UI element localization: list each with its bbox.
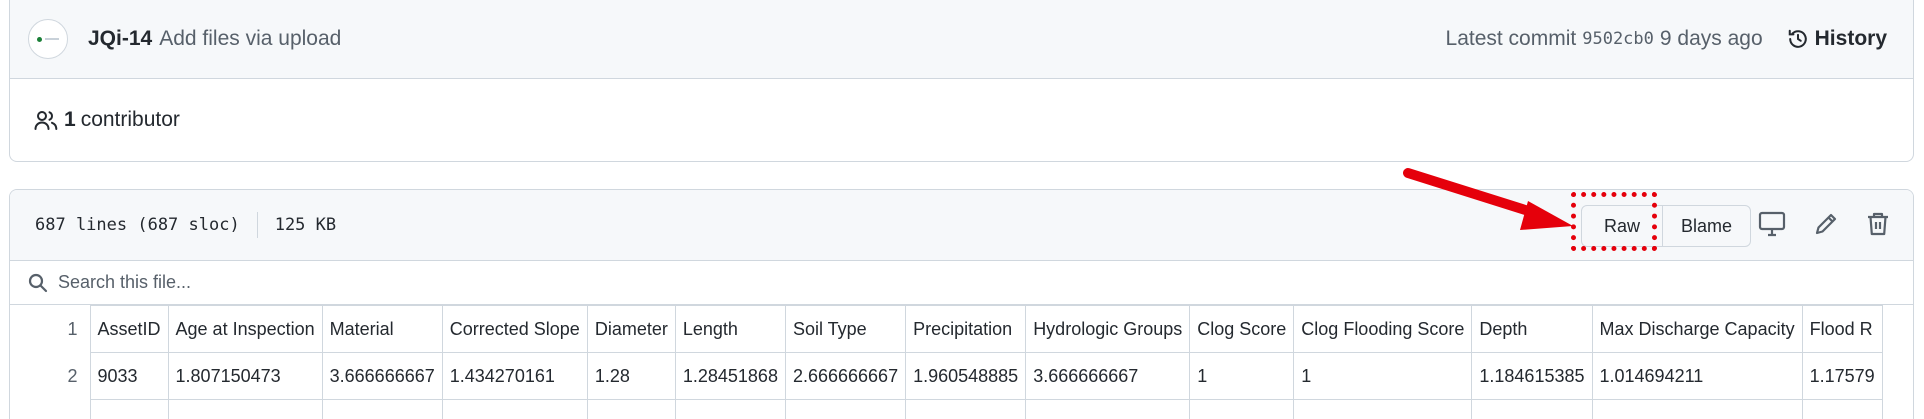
table-cell-empty — [1293, 399, 1473, 419]
commit-time: 9 days ago — [1659, 27, 1763, 50]
table-cell: 1.807150473 — [167, 352, 323, 400]
header-cell: Clog Score — [1189, 305, 1295, 353]
header-cell: Corrected Slope — [441, 305, 588, 353]
history-link[interactable]: History — [1787, 27, 1887, 51]
info-divider — [256, 212, 258, 238]
contributors-row: 1 contributor — [10, 79, 1913, 161]
commit-box: JQi-14 Add files via upload Latest commi… — [9, 0, 1914, 162]
search-input[interactable]: Search this file... — [58, 272, 192, 292]
line-number[interactable]: 2 — [67, 365, 78, 386]
table-cell: 3.666666667 — [321, 352, 443, 400]
header-cell: Precipitation — [905, 305, 1027, 353]
file-header: 687 lines (687 sloc) 125 KB Raw Blame — [10, 190, 1913, 261]
table-cell-empty — [1801, 399, 1883, 419]
trash-icon — [1868, 212, 1888, 236]
commit-author-link[interactable]: JQi-14 — [88, 27, 153, 50]
edit-button[interactable] — [1813, 211, 1839, 242]
header-cell: Diameter — [586, 305, 676, 353]
header-cell: Flood R — [1801, 305, 1883, 353]
file-search[interactable]: Search this file... — [10, 261, 1913, 305]
header-cell: Depth — [1471, 305, 1593, 353]
table-cell-empty — [586, 399, 676, 419]
desktop-icon — [1758, 211, 1786, 237]
table-cell: 1 — [1189, 352, 1295, 400]
table-cell-empty — [1025, 399, 1191, 419]
line-number-empty — [10, 400, 90, 419]
header-cell: Material — [321, 305, 443, 353]
header-cell: Clog Flooding Score — [1293, 305, 1473, 353]
contributor-label[interactable]: contributor — [80, 108, 180, 131]
table-cell: 1.28 — [586, 352, 676, 400]
table-cell: 1 — [1293, 352, 1473, 400]
avatar-line — [45, 38, 59, 40]
table-cell: 3.666666667 — [1025, 352, 1191, 400]
table-cell: 2.666666667 — [784, 352, 907, 400]
raw-blame-group: Raw Blame — [1581, 205, 1751, 247]
table-cell: 1.17579 — [1801, 352, 1883, 400]
author-avatar[interactable] — [28, 19, 68, 59]
people-icon — [34, 111, 58, 130]
header-cell: Soil Type — [784, 305, 907, 353]
table-cell-empty — [167, 399, 323, 419]
raw-button[interactable]: Raw — [1603, 215, 1640, 236]
table-cell: 1.960548885 — [905, 352, 1027, 400]
history-icon — [1788, 29, 1807, 48]
history-label: History — [1814, 27, 1887, 50]
table-cell: 1.434270161 — [441, 352, 588, 400]
commit-meta: Latest commit 9502cb0 9 days ago History — [1446, 27, 1887, 51]
table-cell-empty — [674, 399, 786, 419]
table-cell-empty — [441, 399, 588, 419]
commit-sha-link[interactable]: 9502cb0 — [1582, 29, 1654, 49]
file-view: 687 lines (687 sloc) 125 KB Raw Blame — [9, 189, 1914, 419]
table-header-row: 1 AssetID Age at Inspection Material Cor… — [10, 305, 1883, 353]
header-cell: Hydrologic Groups — [1025, 305, 1191, 353]
table-cell-empty — [1189, 399, 1295, 419]
table-row-partial — [10, 399, 1883, 419]
avatar-dot — [37, 36, 42, 42]
table-cell-empty — [905, 399, 1027, 419]
line-number[interactable]: 1 — [67, 318, 78, 339]
header-cell: Max Discharge Capacity — [1591, 305, 1803, 353]
delete-button[interactable] — [1866, 211, 1890, 242]
table-cell-empty — [1471, 399, 1593, 419]
display-button[interactable] — [1758, 211, 1786, 242]
contributor-count[interactable]: 1 — [64, 108, 76, 131]
header-cell: Length — [674, 305, 786, 353]
table-row: 2 9033 1.807150473 3.666666667 1.4342701… — [10, 352, 1883, 400]
search-icon — [28, 273, 48, 292]
header-cell: Age at Inspection — [167, 305, 323, 353]
table-cell-empty — [784, 399, 907, 419]
table-cell-empty — [321, 399, 443, 419]
header-cell: AssetID — [89, 305, 169, 353]
file-size: 125 KB — [274, 215, 337, 235]
latest-commit-label: Latest commit — [1445, 27, 1577, 50]
csv-table: 1 AssetID Age at Inspection Material Cor… — [10, 305, 1883, 419]
table-cell: 1.28451868 — [674, 352, 786, 400]
commit-message-link[interactable]: Add files via upload — [159, 27, 342, 50]
table-cell-empty — [89, 399, 169, 419]
raw-highlight-box — [1571, 192, 1657, 251]
table-cell: 9033 — [89, 352, 169, 400]
table-cell-empty — [1591, 399, 1803, 419]
pencil-icon — [1815, 213, 1837, 235]
table-cell: 1.184615385 — [1471, 352, 1593, 400]
blame-button[interactable]: Blame — [1662, 206, 1750, 246]
file-line-count: 687 lines (687 sloc) — [35, 215, 240, 235]
table-cell: 1.014694211 — [1591, 352, 1803, 400]
latest-commit-bar: JQi-14 Add files via upload Latest commi… — [10, 0, 1913, 79]
